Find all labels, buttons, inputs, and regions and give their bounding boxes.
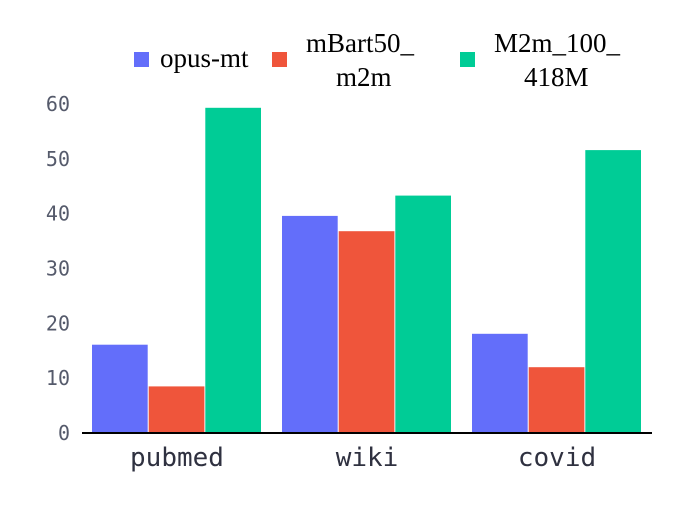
bar (148, 386, 205, 433)
bar (528, 367, 585, 433)
x-tick-label: pubmed (130, 443, 224, 473)
y-tick-label: 60 (46, 92, 70, 116)
y-tick-label: 40 (46, 202, 70, 226)
legend-label-line: m2m (336, 62, 392, 92)
y-tick-label: 20 (46, 311, 70, 335)
bar (585, 150, 641, 433)
y-tick-label: 10 (46, 366, 70, 390)
y-tick-label: 50 (46, 147, 70, 171)
y-tick-label: 0 (58, 421, 70, 445)
bar (472, 333, 528, 433)
legend-label-line: M2m_100_ (494, 28, 621, 58)
x-tick-label: wiki (336, 443, 399, 473)
bar (205, 107, 261, 434)
x-tick-label: covid (518, 443, 596, 473)
y-tick-label: 30 (46, 257, 70, 281)
legend-label: M2m_100_ 418M (494, 28, 621, 92)
legend-label: mBart50_ m2m (306, 28, 414, 92)
legend-label-line: 418M (524, 62, 589, 92)
legend-swatch (134, 52, 149, 67)
bar (282, 215, 338, 433)
legend-label: opus-mt (160, 43, 249, 73)
legend-label-line: mBart50_ (306, 28, 414, 58)
bar (338, 231, 395, 433)
bar (92, 344, 148, 433)
bar (395, 195, 451, 433)
legend-swatch (272, 52, 287, 67)
legend-swatch (460, 52, 475, 67)
